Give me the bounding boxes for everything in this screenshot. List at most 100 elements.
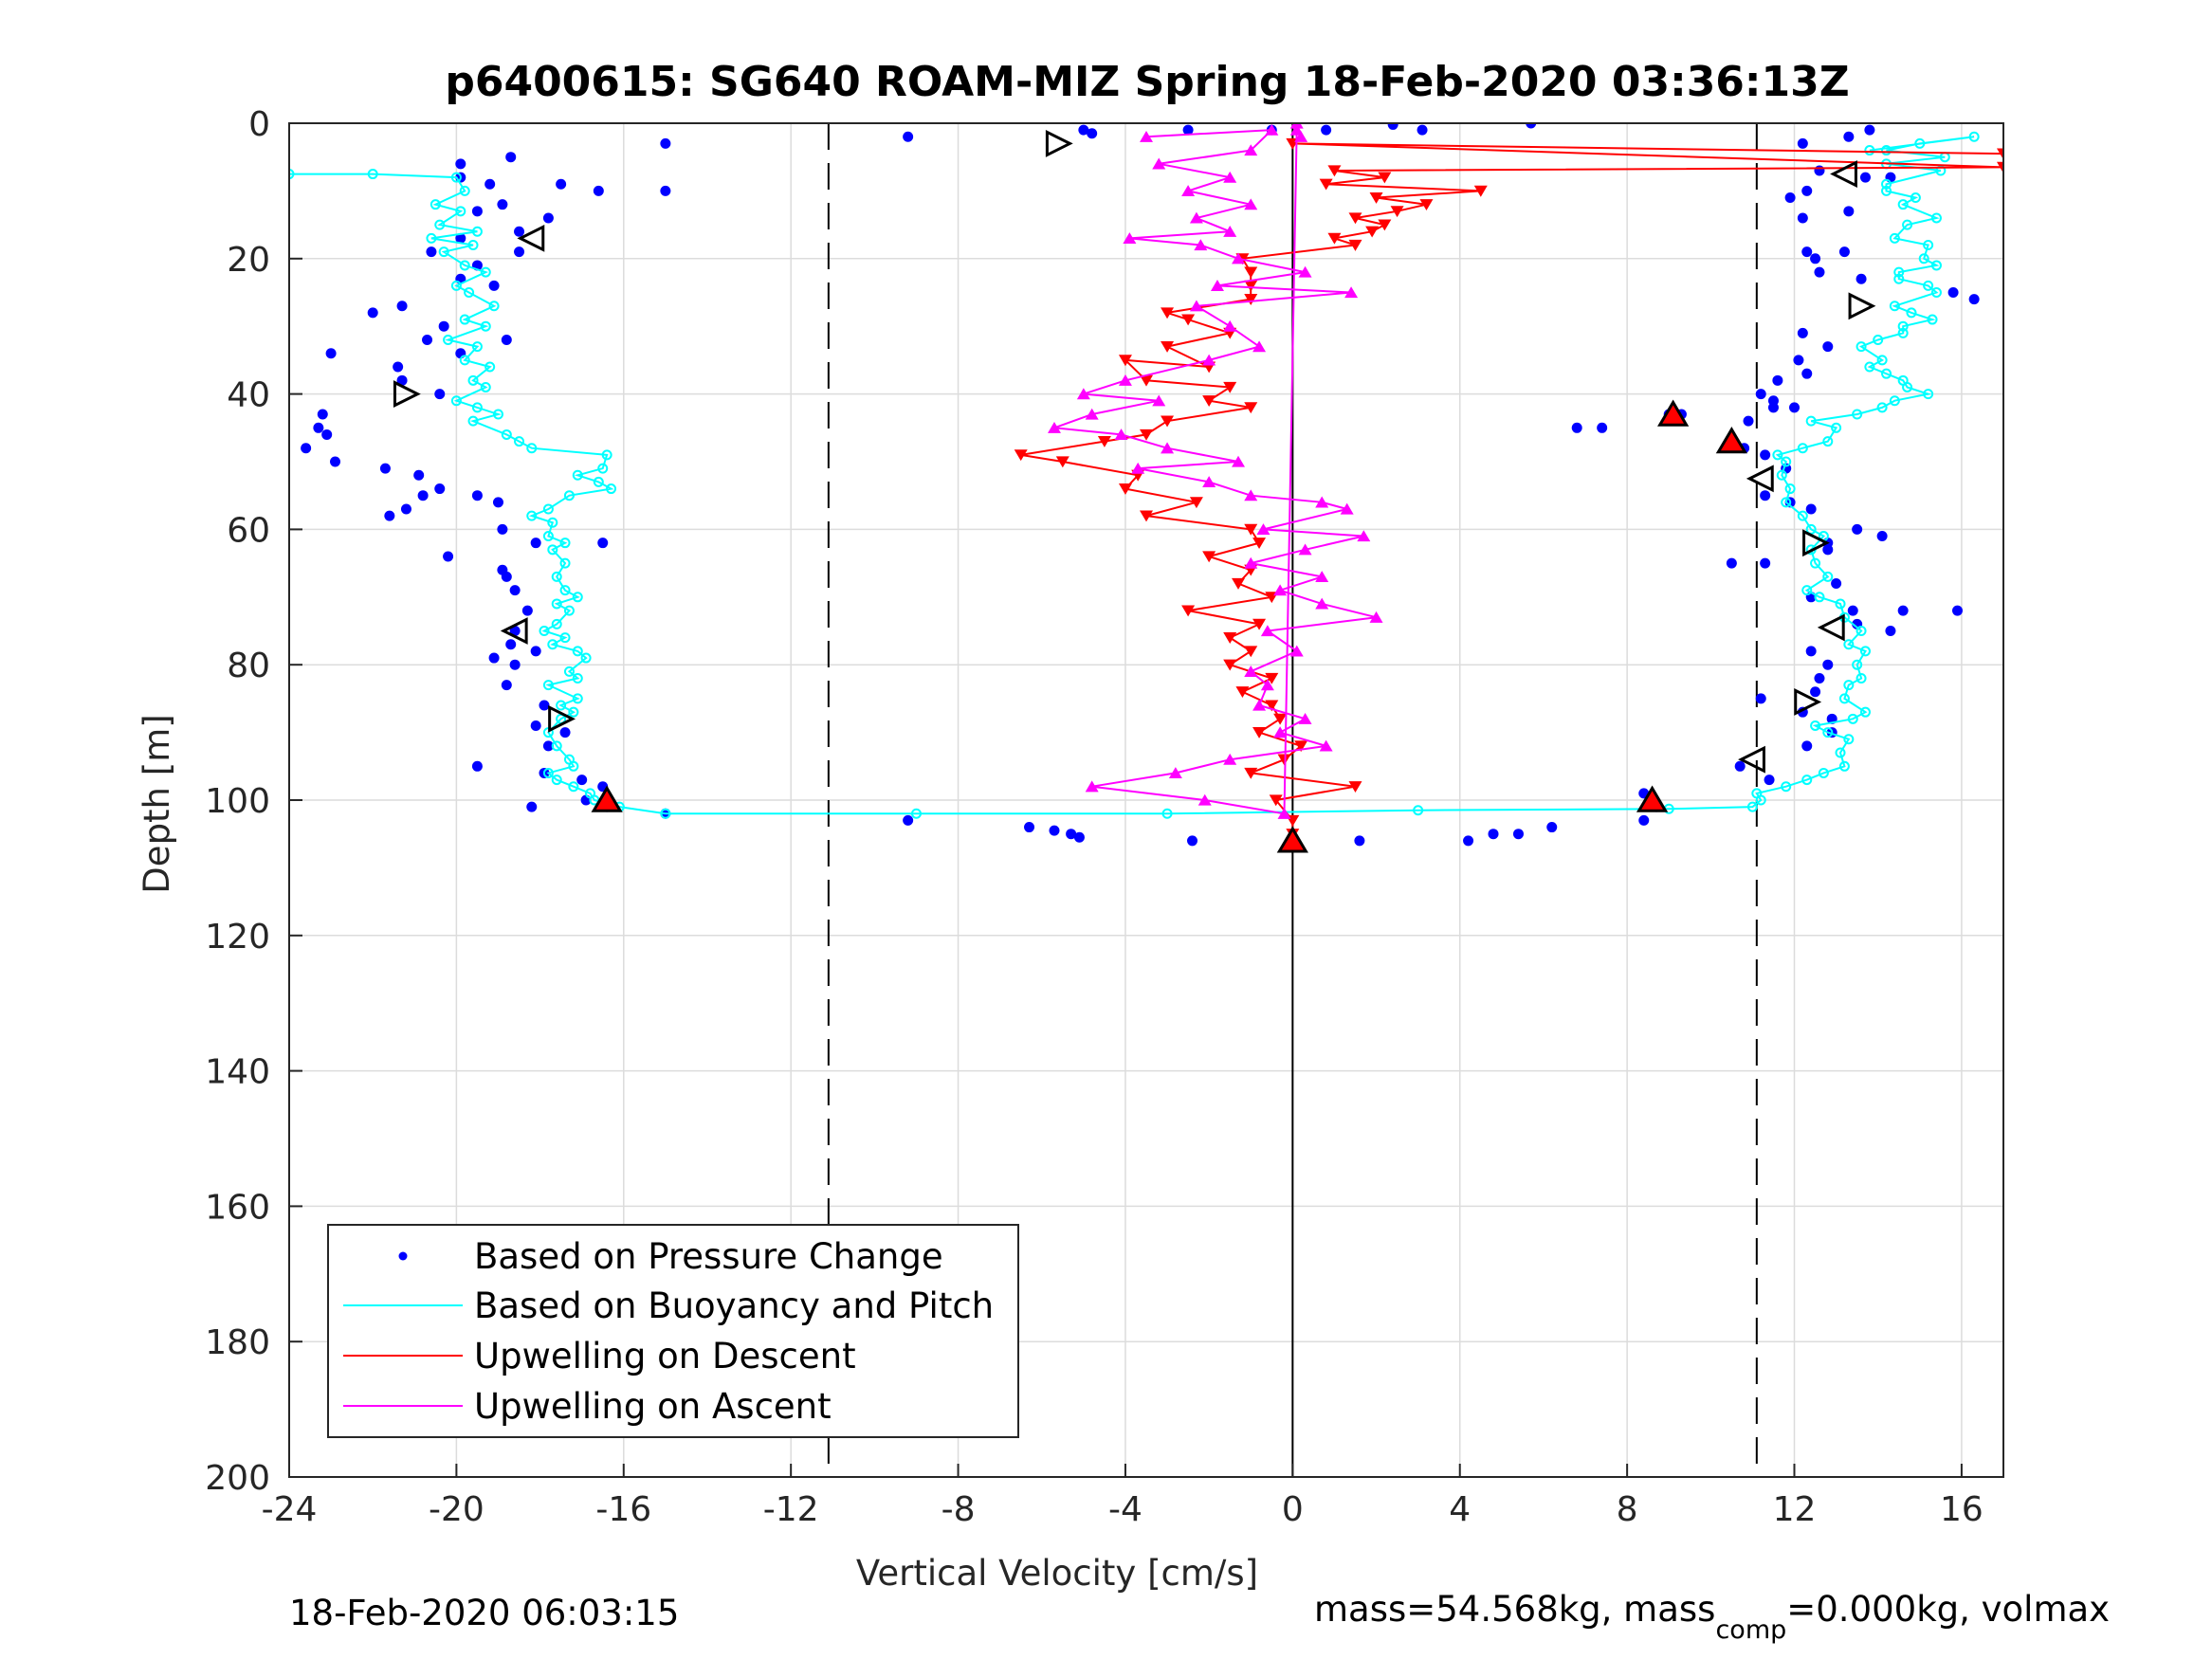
pressure-change-point xyxy=(509,659,521,670)
series-line xyxy=(289,136,1975,815)
descent-upwelling-point xyxy=(1997,148,2003,160)
descent-upwelling-point xyxy=(1252,538,1267,549)
ascent-upwelling-point xyxy=(1252,340,1267,353)
pressure-change-point xyxy=(455,232,466,244)
pressure-change-point xyxy=(301,443,312,454)
buoyancy-pitch-point xyxy=(1776,469,1787,481)
ascent-upwelling-point xyxy=(1232,252,1246,264)
buoyancy-pitch-point xyxy=(1923,280,1934,291)
buoyancy-pitch-point xyxy=(1818,767,1829,778)
pressure-change-point xyxy=(1387,123,1398,130)
pressure-change-point xyxy=(1760,490,1771,501)
buoyancy-pitch-point xyxy=(1923,389,1934,400)
buoyancy-pitch-point xyxy=(443,334,454,345)
ascent-upwelling-point xyxy=(1114,428,1128,441)
buoyancy-pitch-point xyxy=(467,374,479,386)
pressure-change-point xyxy=(660,137,671,149)
plot-area-border xyxy=(288,122,2004,1478)
buoyancy-pitch-point xyxy=(1914,137,1926,149)
pressure-change-point xyxy=(1321,124,1332,136)
descent-upwelling-point xyxy=(1244,280,1258,292)
descent-upwelling-point xyxy=(1189,497,1203,509)
ascent-upwelling-point xyxy=(1244,556,1258,569)
pressure-change-point xyxy=(530,538,541,549)
ascent-upwelling-point xyxy=(1202,476,1216,488)
buoyancy-pitch-point xyxy=(484,361,496,373)
buoyancy-pitch-point xyxy=(1835,747,1846,758)
buoyancy-pitch-point xyxy=(1781,781,1792,793)
ascent-upwelling-point xyxy=(1131,462,1145,474)
buoyancy-pitch-point xyxy=(572,672,583,684)
buoyancy-pitch-point xyxy=(563,490,575,501)
buoyancy-pitch-point xyxy=(1881,368,1892,379)
pressure-change-point xyxy=(1463,835,1474,847)
pressure-change-point xyxy=(434,483,446,495)
buoyancy-pitch-point xyxy=(1930,260,1942,271)
pressure-change-point xyxy=(1864,124,1875,136)
pressure-change-point xyxy=(1772,374,1783,386)
x-tick-label: 4 xyxy=(1449,1490,1471,1529)
descent-upwelling-point xyxy=(1378,172,1392,184)
pressure-change-point xyxy=(1968,294,1980,305)
buoyancy-pitch-point xyxy=(1876,355,1888,366)
legend-entry-label: Based on Pressure Change xyxy=(474,1236,943,1277)
pressure-change-point xyxy=(501,334,512,345)
descent-upwelling-point xyxy=(1997,161,2003,173)
ascent-upwelling-point xyxy=(1189,211,1203,224)
buoyancy-pitch-point xyxy=(1814,592,1825,603)
buoyancy-pitch-point xyxy=(1893,273,1905,284)
descent-upwelling-point xyxy=(1265,700,1279,712)
ascent-upwelling-point xyxy=(1369,611,1383,623)
footer-mass-text: mass=54.568kg, mass xyxy=(1314,1589,1715,1630)
buoyancy-pitch-point xyxy=(547,639,558,650)
open-triangle-marker xyxy=(500,617,528,645)
ascent-upwelling-point xyxy=(1244,198,1258,210)
descent-upwelling-point xyxy=(1244,523,1258,536)
legend-swatch-dot xyxy=(398,1251,408,1261)
buoyancy-pitch-point xyxy=(467,415,479,427)
buoyancy-pitch-point xyxy=(559,538,571,549)
filled-red-triangle-marker xyxy=(1657,399,1690,427)
pressure-change-point xyxy=(1822,341,1834,353)
pressure-change-point xyxy=(484,178,496,190)
ascent-upwelling-point xyxy=(1315,571,1329,582)
pressure-change-point xyxy=(422,334,433,345)
legend-box xyxy=(327,1224,1019,1438)
pressure-change-point xyxy=(396,374,408,386)
descent-upwelling-point xyxy=(1252,727,1267,738)
buoyancy-pitch-point xyxy=(1930,287,1942,298)
pressure-change-point xyxy=(1767,402,1779,413)
buoyancy-pitch-point xyxy=(430,199,441,210)
ascent-upwelling-point xyxy=(1189,300,1203,312)
footer-mass-rest: =0.000kg, volmax xyxy=(1786,1589,2110,1630)
buoyancy-pitch-point xyxy=(551,775,562,786)
y-tick-label: 120 xyxy=(205,918,270,957)
buoyancy-pitch-point xyxy=(568,781,579,793)
pressure-change-point xyxy=(1571,422,1582,433)
pressure-change-point xyxy=(426,246,437,258)
pressure-change-point xyxy=(1734,760,1746,772)
buoyancy-pitch-point xyxy=(542,680,554,691)
descent-upwelling-point xyxy=(1252,618,1267,630)
ascent-upwelling-point xyxy=(1140,130,1153,142)
pressure-change-point xyxy=(1814,672,1825,684)
series-line xyxy=(1053,123,1377,815)
buoyancy-pitch-point xyxy=(1843,734,1855,745)
y-axis-label: Depth [m] xyxy=(137,714,177,893)
open-triangle-marker xyxy=(1830,160,1857,188)
filled-red-triangle-marker xyxy=(1636,785,1669,812)
buoyancy-pitch-point xyxy=(580,652,592,664)
pressure-change-point xyxy=(1801,185,1813,196)
buoyancy-pitch-point xyxy=(480,320,491,332)
buoyancy-pitch-point xyxy=(568,760,579,772)
pressure-change-point xyxy=(1488,829,1499,840)
buoyancy-pitch-point xyxy=(572,469,583,481)
y-tick-label: 160 xyxy=(205,1188,270,1227)
descent-upwelling-point xyxy=(1161,415,1175,428)
y-tick-label: 200 xyxy=(205,1459,270,1498)
open-triangle-marker xyxy=(1817,613,1845,642)
buoyancy-pitch-point xyxy=(450,395,462,407)
pressure-change-point xyxy=(509,585,521,596)
pressure-change-point xyxy=(393,361,404,373)
pressure-change-point xyxy=(1805,646,1817,657)
